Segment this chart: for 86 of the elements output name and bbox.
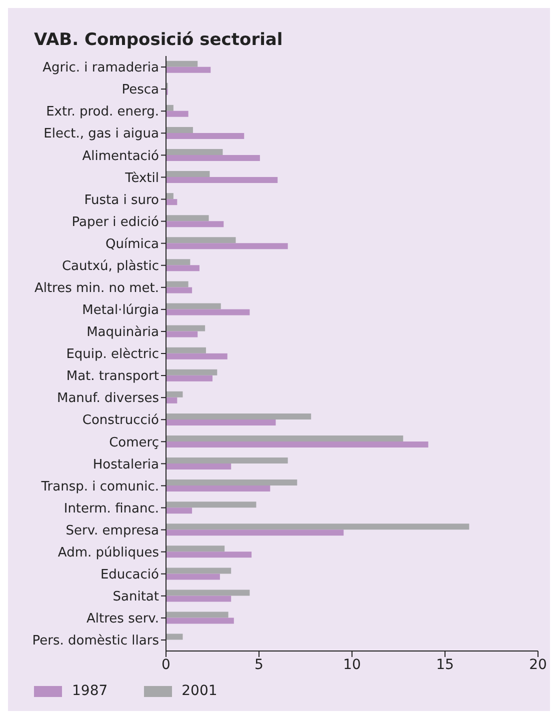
bar: [166, 347, 206, 354]
bar: [166, 287, 192, 294]
bar: [166, 199, 178, 206]
bar: [166, 215, 209, 222]
bar: [166, 590, 250, 596]
bar: [166, 325, 206, 332]
y-tick-label: Paper i edició: [72, 214, 160, 230]
y-tick-label: Elect., gas i aigua: [44, 126, 159, 142]
bar: [166, 221, 224, 228]
y-tick-label: Metal·lúrgia: [82, 303, 159, 318]
bar: [166, 237, 236, 244]
bar: [166, 552, 252, 558]
y-tick-label: Maquinària: [86, 325, 159, 340]
y-tick-label: Equip. elèctric: [66, 347, 159, 362]
y-tick-label: Cautxú, plàstic: [62, 258, 159, 274]
y-tick-label: Serv. empresa: [66, 523, 159, 538]
y-tick-label: Sanitat: [112, 590, 159, 605]
bar: [166, 243, 288, 250]
y-tick-label: Altres serv.: [86, 612, 159, 627]
bar: [166, 193, 174, 200]
bar: [166, 375, 212, 382]
bar: [166, 441, 428, 448]
bar: [166, 171, 210, 178]
bar: [166, 546, 225, 552]
bar: [166, 154, 260, 161]
bar: [166, 634, 183, 640]
bar: [166, 369, 218, 376]
bar: [166, 66, 211, 73]
x-tick-label: 20: [529, 656, 547, 673]
bar: [166, 303, 221, 310]
x-tick-label: 0: [162, 656, 170, 673]
bar: [166, 524, 470, 530]
bar: [166, 397, 178, 404]
y-tick-label: Adm. públiques: [58, 545, 160, 560]
legend-label: 2001: [182, 683, 218, 699]
y-tick-label: Hostaleria: [92, 457, 159, 472]
y-tick-label: Transp. i comunic.: [40, 479, 159, 494]
bar: [166, 596, 232, 602]
bar: [166, 281, 188, 288]
y-tick-label: Fusta i suro: [84, 192, 160, 208]
bar: [166, 618, 234, 624]
bar: [166, 353, 228, 360]
x-tick-label: 5: [254, 656, 264, 673]
bar: [166, 148, 223, 155]
y-tick-label: Comerç: [109, 435, 159, 450]
y-tick-label: Alimentació: [82, 148, 160, 164]
bar: [166, 110, 188, 117]
bar: [166, 60, 198, 67]
chart-title: VAB. Composició sectorial: [33, 30, 284, 50]
bar: [166, 486, 270, 492]
bar: [166, 464, 232, 470]
bar: [166, 612, 228, 618]
y-tick-label: Educació: [100, 567, 160, 582]
bar: [166, 508, 192, 514]
bar: [166, 391, 183, 398]
bar: [166, 265, 200, 272]
bar: [166, 309, 250, 316]
y-tick-label: Manuf. diverses: [56, 391, 160, 406]
legend-label: 1987: [72, 683, 108, 699]
bar: [166, 132, 244, 139]
y-tick-label: Pesca: [122, 82, 159, 98]
bar: [166, 530, 344, 536]
bar: [166, 419, 276, 426]
y-tick-label: Química: [106, 236, 159, 252]
bar: [166, 104, 174, 111]
x-tick-label: 15: [436, 656, 454, 673]
bar: [166, 413, 312, 420]
bar: [166, 126, 193, 133]
bar: [166, 177, 278, 184]
y-tick-label: Extr. prod. energ.: [46, 104, 159, 120]
y-tick-label: Interm. financ.: [64, 501, 159, 516]
y-tick-label: Construcció: [82, 413, 160, 428]
bar: [166, 259, 190, 266]
bar: [166, 574, 220, 580]
bar: [166, 458, 288, 464]
y-tick-label: Altres min. no met.: [34, 281, 159, 296]
bar: [166, 331, 198, 338]
y-tick-label: Agric. i ramaderia: [42, 60, 159, 76]
y-tick-label: Tèxtil: [124, 170, 159, 186]
bar: [166, 502, 256, 508]
bar: [166, 568, 232, 574]
y-tick-label: Mat. transport: [66, 369, 159, 384]
x-tick-label: 10: [343, 656, 361, 673]
bar: [166, 480, 298, 486]
y-tick-label: Pers. domèstic llars: [32, 634, 160, 649]
bar: [166, 435, 404, 442]
